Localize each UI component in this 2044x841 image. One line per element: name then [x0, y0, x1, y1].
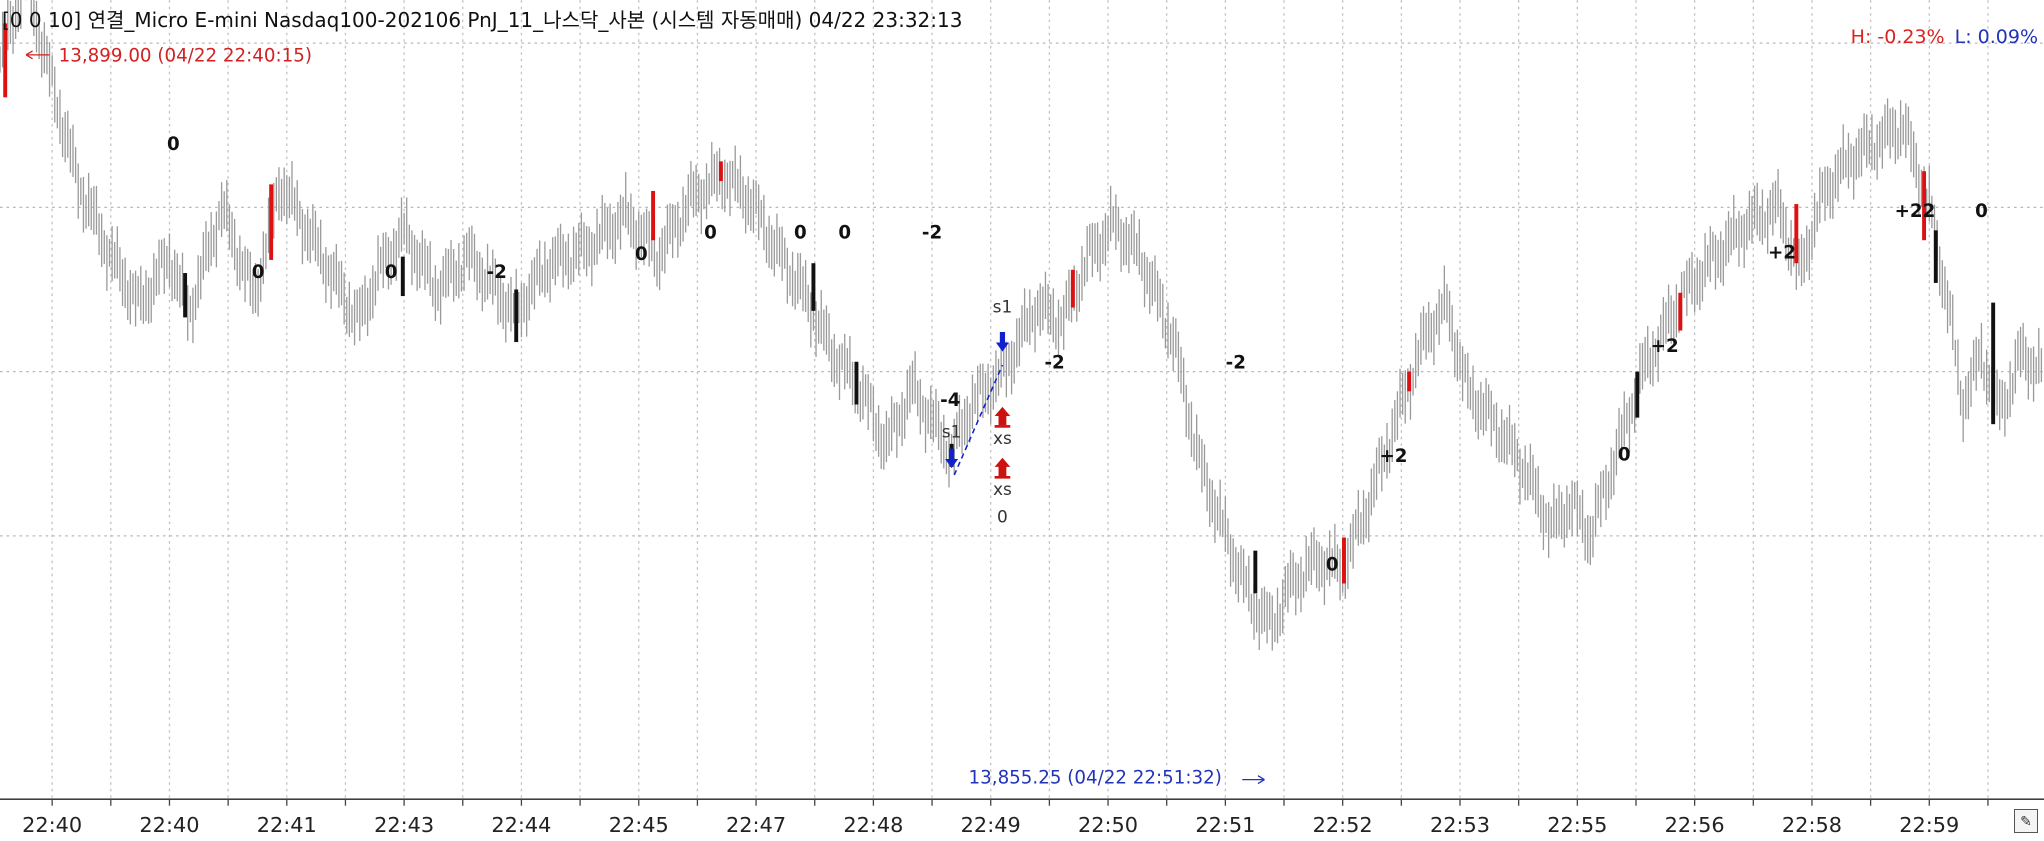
- position-bar: [651, 190, 656, 241]
- exit-arrow: [994, 457, 1011, 477]
- sell-arrow: [945, 448, 959, 469]
- signal-label: s1: [993, 296, 1013, 316]
- x-tick-label: 22:58: [1782, 813, 1842, 837]
- position-label: +2: [1651, 336, 1679, 357]
- position-label: 0: [1618, 444, 1631, 465]
- position-label: -2: [922, 223, 942, 244]
- position-label: +22: [1895, 201, 1936, 222]
- position-bar: [718, 161, 723, 182]
- position-labels: 0 0 0 -2 0 0 0 0 -2 -4 -2 -2 +2 0 0 +2 +2 +22 0: [167, 134, 1988, 575]
- position-label: -2: [1226, 352, 1246, 373]
- position-bar: [1342, 537, 1346, 584]
- x-tick-label: 22:56: [1665, 813, 1725, 837]
- chart-grid: [0, 0, 2044, 798]
- x-tick-label: 22:41: [257, 813, 317, 837]
- position-bar: [1253, 550, 1258, 594]
- trade-end-label: 0: [997, 507, 1008, 527]
- position-bar: [269, 184, 274, 260]
- x-tick-label: 22:40: [22, 813, 82, 837]
- position-label: 0: [838, 223, 851, 244]
- position-label: -2: [487, 262, 507, 283]
- signal-label: s1: [942, 421, 962, 441]
- chart-title: [0 0 10] 연결_Micro E-mini Nasdaq100-20210…: [2, 8, 963, 32]
- x-tick-label: 22:52: [1313, 813, 1373, 837]
- position-bar: [1794, 204, 1799, 264]
- high-low-markers: 13,899.00 (04/22 22:40:15) 13,855.25 (04…: [25, 45, 1265, 789]
- time-axis: 22:40 22:40 22:41 22:43 22:44 22:45 22:47 22:48…: [0, 798, 2044, 837]
- position-label: 0: [635, 244, 648, 265]
- x-tick-label: 22:53: [1430, 813, 1490, 837]
- position-label: +2: [1380, 446, 1408, 467]
- position-bar: [1922, 171, 1927, 241]
- high-percent: H: -0.23%: [1850, 26, 1945, 48]
- x-tick-label: 22:55: [1547, 813, 1607, 837]
- x-tick-label: 22:48: [843, 813, 903, 837]
- position-label: +2: [1768, 242, 1796, 263]
- x-tick-label: 22:43: [374, 813, 434, 837]
- x-tick-label: 22:59: [1899, 813, 1959, 837]
- x-tick-label: 22:51: [1195, 813, 1255, 837]
- signal-label: xs: [993, 479, 1012, 499]
- edit-button[interactable]: ✎: [2014, 809, 2038, 833]
- high-arrow-head: [25, 50, 33, 60]
- position-bar: [400, 256, 405, 297]
- position-label: 0: [385, 262, 398, 283]
- high-low-percent: H: -0.23% L: 0.09%: [1851, 26, 2038, 48]
- low-price-label: 13,855.25 (04/22 22:51:32): [969, 768, 1222, 789]
- position-label: 0: [167, 134, 180, 155]
- position-bar: [3, 23, 8, 98]
- x-tick-label: 22:47: [726, 813, 786, 837]
- low-arrow-head: [1257, 775, 1265, 785]
- position-bar: [1991, 302, 1996, 425]
- x-tick-label: 22:40: [139, 813, 199, 837]
- trade-markers: s1 s1 xs xs 0: [942, 296, 1012, 526]
- trade-line: [953, 364, 1004, 476]
- position-label: -4: [940, 390, 960, 411]
- pencil-icon: ✎: [2020, 813, 2032, 829]
- position-label: 0: [252, 262, 265, 283]
- x-tick-label: 22:50: [1078, 813, 1138, 837]
- sell-arrow: [995, 332, 1009, 352]
- high-price-label: 13,899.00 (04/22 22:40:15): [59, 45, 312, 66]
- position-label: 0: [704, 223, 717, 244]
- x-tick-label: 22:49: [961, 813, 1021, 837]
- position-label: 0: [1326, 554, 1339, 575]
- position-bar: [1635, 371, 1640, 418]
- position-bars: [3, 23, 1996, 594]
- position-bar: [1678, 292, 1683, 331]
- position-label: -2: [1044, 352, 1064, 373]
- position-bar: [854, 361, 859, 405]
- position-label: 0: [794, 223, 807, 244]
- x-tick-label: 22:45: [609, 813, 669, 837]
- x-tick-label: 22:44: [491, 813, 551, 837]
- signal-label: xs: [993, 428, 1012, 448]
- position-bar: [1407, 371, 1412, 392]
- position-bar: [183, 273, 188, 318]
- low-percent: L: 0.09%: [1954, 26, 2038, 48]
- position-bar: [811, 263, 816, 311]
- position-label: 0: [1975, 201, 1988, 222]
- price-series: [0, 0, 2043, 651]
- position-bar: [1070, 269, 1075, 308]
- position-bar: [1933, 230, 1938, 283]
- position-bar: [514, 289, 519, 343]
- exit-arrow: [994, 406, 1011, 426]
